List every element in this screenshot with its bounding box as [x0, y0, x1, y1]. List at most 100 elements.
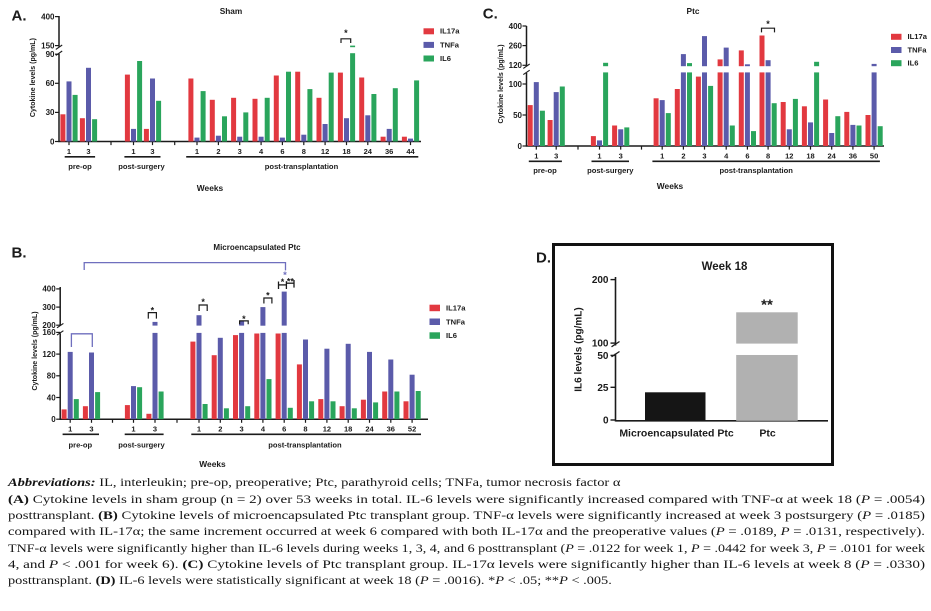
svg-text:3: 3 [702, 152, 706, 161]
svg-text:6: 6 [280, 147, 284, 156]
svg-text:3: 3 [619, 152, 623, 161]
svg-text:1: 1 [660, 152, 664, 161]
svg-text:Sham: Sham [220, 6, 243, 16]
svg-text:post-transplantation: post-transplantation [268, 441, 342, 450]
svg-text:Cytokine levels (pg/mL): Cytokine levels (pg/mL) [30, 38, 37, 117]
svg-text:**: ** [287, 276, 295, 286]
svg-text:25: 25 [597, 383, 609, 394]
svg-text:120: 120 [509, 61, 523, 70]
svg-text:1: 1 [195, 147, 199, 156]
svg-text:TNFa: TNFa [446, 317, 466, 326]
svg-text:90: 90 [46, 50, 55, 59]
svg-text:D.: D. [536, 250, 551, 267]
svg-text:pre-op: pre-op [68, 162, 92, 171]
svg-text:52: 52 [408, 425, 416, 434]
svg-text:60: 60 [46, 79, 55, 88]
svg-text:36: 36 [849, 152, 857, 161]
svg-text:12: 12 [785, 152, 793, 161]
svg-text:36: 36 [385, 147, 393, 156]
svg-text:Weeks: Weeks [657, 181, 684, 191]
svg-text:2: 2 [681, 152, 685, 161]
svg-text:200: 200 [592, 275, 609, 286]
svg-text:44: 44 [406, 147, 415, 156]
svg-text:3: 3 [153, 425, 157, 434]
svg-text:**: ** [761, 297, 773, 314]
svg-text:120: 120 [42, 350, 56, 359]
svg-text:4: 4 [259, 147, 264, 156]
svg-text:IL6: IL6 [440, 54, 451, 63]
svg-text:80: 80 [47, 372, 56, 381]
svg-text:50: 50 [870, 152, 878, 161]
svg-text:1: 1 [197, 425, 201, 434]
svg-text:IL17a: IL17a [440, 27, 460, 36]
svg-text:*: * [344, 28, 348, 38]
svg-text:IL17a: IL17a [446, 304, 466, 313]
svg-text:4: 4 [261, 425, 266, 434]
svg-text:*: * [201, 297, 205, 307]
svg-text:Weeks: Weeks [197, 183, 224, 193]
svg-text:1: 1 [67, 147, 71, 156]
svg-text:pre-op: pre-op [68, 441, 92, 450]
svg-text:18: 18 [344, 425, 352, 434]
svg-text:Week 18: Week 18 [702, 261, 748, 273]
svg-text:1: 1 [131, 425, 135, 434]
svg-text:0: 0 [51, 415, 56, 424]
svg-text:50: 50 [597, 351, 609, 362]
svg-text:1: 1 [597, 152, 601, 161]
svg-text:200: 200 [42, 321, 56, 330]
svg-text:36: 36 [387, 425, 395, 434]
svg-text:*: * [283, 270, 287, 281]
svg-text:A.: A. [12, 7, 27, 24]
svg-text:1: 1 [68, 425, 72, 434]
svg-text:400: 400 [509, 22, 523, 31]
svg-text:0: 0 [50, 137, 55, 146]
svg-text:260: 260 [509, 41, 523, 50]
svg-text:4: 4 [724, 152, 729, 161]
svg-text:3: 3 [89, 425, 93, 434]
svg-text:100: 100 [592, 339, 609, 350]
svg-text:50: 50 [513, 111, 522, 120]
svg-text:*: * [242, 314, 246, 324]
svg-text:*: * [281, 277, 285, 287]
svg-text:Microencapsulated Ptc: Microencapsulated Ptc [619, 427, 734, 439]
svg-text:3: 3 [240, 425, 244, 434]
svg-text:Ptc: Ptc [759, 427, 776, 439]
svg-text:2: 2 [218, 425, 222, 434]
svg-text:40: 40 [47, 393, 56, 402]
svg-text:400: 400 [42, 285, 56, 294]
svg-text:6: 6 [282, 425, 286, 434]
svg-text:TNFa: TNFa [908, 45, 928, 54]
svg-text:0: 0 [603, 416, 609, 427]
svg-text:1: 1 [534, 152, 538, 161]
svg-text:8: 8 [302, 147, 306, 156]
svg-text:400: 400 [41, 12, 55, 21]
svg-text:24: 24 [828, 152, 837, 161]
svg-text:1: 1 [131, 147, 135, 156]
svg-text:post-surgery: post-surgery [118, 441, 165, 450]
svg-text:Ptc: Ptc [687, 6, 700, 16]
svg-text:18: 18 [342, 147, 350, 156]
svg-text:18: 18 [806, 152, 814, 161]
svg-text:*: * [766, 19, 770, 29]
svg-text:100: 100 [509, 80, 523, 89]
svg-text:8: 8 [766, 152, 770, 161]
svg-text:3: 3 [150, 147, 154, 156]
svg-text:3: 3 [554, 152, 558, 161]
svg-text:12: 12 [321, 147, 329, 156]
svg-text:post-transplantation: post-transplantation [265, 162, 339, 171]
svg-text:24: 24 [365, 425, 374, 434]
svg-text:30: 30 [46, 108, 55, 117]
svg-text:24: 24 [364, 147, 373, 156]
svg-text:post-surgery: post-surgery [587, 166, 634, 175]
svg-text:12: 12 [323, 425, 331, 434]
svg-text:Cytokine levels (pg/mL): Cytokine levels (pg/mL) [32, 311, 39, 390]
svg-text:*: * [266, 291, 270, 301]
svg-text:post-transplantation: post-transplantation [719, 166, 793, 175]
svg-text:3: 3 [86, 147, 90, 156]
svg-text:post-surgery: post-surgery [118, 162, 165, 171]
svg-text:6: 6 [745, 152, 749, 161]
svg-text:TNFa: TNFa [440, 40, 460, 49]
svg-text:8: 8 [303, 425, 307, 434]
svg-text:160: 160 [42, 328, 56, 337]
svg-text:IL6: IL6 [908, 59, 919, 68]
